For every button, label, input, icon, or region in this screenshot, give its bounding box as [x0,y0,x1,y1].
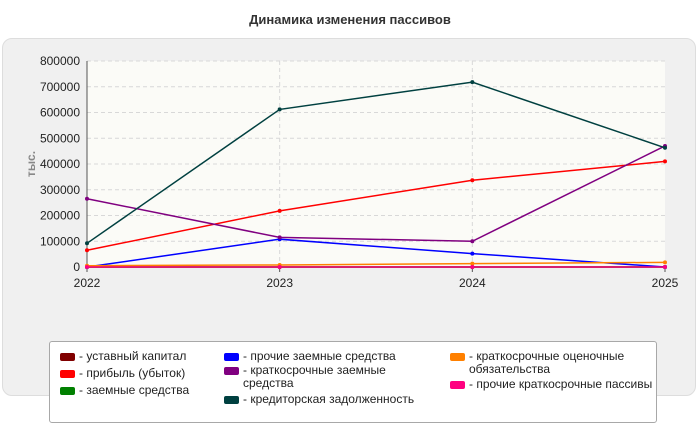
y-tick-label: 100000 [40,234,80,248]
series-point [470,239,475,244]
series-line [86,160,666,251]
y-tick-label: 300000 [40,183,80,197]
series-point [663,265,667,269]
series-point [470,265,475,269]
legend-swatch [224,353,239,361]
legend-item: - краткосрочные заемные средства [224,364,434,390]
y-tick-label: 400000 [40,157,80,171]
legend-label: - заемные средства [79,383,190,397]
legend-item: - уставный капитал [60,350,210,363]
legend-item: - прочие заемные средства [224,350,434,363]
series-point [663,159,667,164]
series-line [86,238,666,268]
series-point [470,80,475,85]
y-tick-label: 0 [73,260,80,274]
series-point [470,261,475,266]
legend-item: - заемные средства [60,384,210,397]
y-tick-label: 200000 [40,209,80,223]
series-point [277,208,282,213]
legend-swatch [224,367,239,375]
series-point [85,196,89,201]
x-tick-label: 2024 [459,276,486,290]
legend-swatch [60,387,75,395]
legend-label: - прибыль (убыток) [79,366,186,380]
legend-item: - краткосрочные оценочные обязательства [450,350,660,376]
legend-swatch [450,353,465,361]
legend-swatch [224,396,239,404]
series-point [277,265,282,269]
chart-title: Динамика изменения пассивов [249,12,451,27]
legend-label: - прочие краткосрочные пассивы [469,377,653,391]
y-tick-label: 700000 [40,80,80,94]
legend-item: - прочие краткосрочные пассивы [450,378,660,391]
series-point [85,241,89,246]
series-line [86,261,666,267]
legend-label: - прочие заемные средства [243,349,396,363]
series-point [470,251,475,256]
x-tick-label: 2023 [266,276,293,290]
series-point [277,235,282,240]
series-point [277,107,282,112]
x-tick-label: 2025 [652,276,679,290]
series-point [663,260,667,265]
legend-item: - прибыль (убыток) [60,367,210,380]
legend-swatch [60,370,75,378]
legend-label: - краткосрочные оценочные обязательства [469,349,625,376]
y-axis-label: тыс. [24,151,38,177]
legend-label: - краткосрочные заемные средства [243,363,386,390]
legend-swatch [450,381,465,389]
x-tick-label: 2022 [74,276,101,290]
series-line [86,81,666,244]
y-tick-label: 500000 [40,131,80,145]
legend-label: - уставный капитал [79,349,187,363]
y-tick-label: 600000 [40,106,80,120]
y-tick-label: 800000 [40,54,80,68]
legend-swatch [60,353,75,361]
series-point [85,248,89,253]
legend: - уставный капитал - прибыль (убыток) - за… [49,341,657,423]
chart-svg: 0 100000 200000 300000 400000 500000 600000 700… [24,54,679,290]
chart-panel: 0 100000 200000 300000 400000 500000 600000 700… [2,38,696,423]
series-line [86,145,666,243]
series-point [85,265,89,269]
series-point [470,178,475,183]
series-point [663,145,667,150]
